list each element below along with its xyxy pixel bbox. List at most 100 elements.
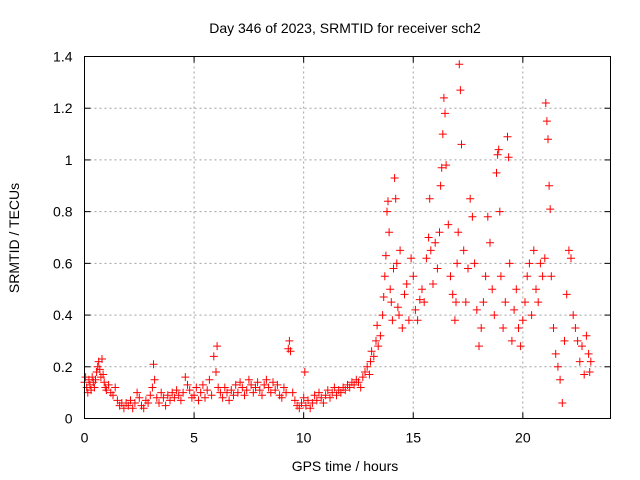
data-point: [279, 383, 288, 392]
data-point: [418, 285, 426, 294]
x-tick-label: 20: [515, 430, 531, 446]
data-point: [424, 233, 433, 242]
y-axis-label: SRMTID / TECUs: [6, 183, 22, 293]
data-point: [429, 280, 437, 288]
data-point: [295, 404, 304, 413]
y-tick-label: 0: [65, 411, 73, 427]
data-point: [556, 375, 565, 384]
data-point: [472, 305, 481, 314]
data-point: [315, 388, 323, 397]
data-point: [521, 298, 529, 307]
data-point: [585, 368, 594, 376]
data-point: [227, 386, 236, 395]
data-point: [541, 99, 550, 107]
data-point: [367, 347, 376, 356]
data-point: [433, 264, 442, 273]
x-axis-label: GPS time / hours: [292, 458, 399, 474]
data-point: [538, 272, 547, 281]
data-point: [546, 205, 555, 214]
data-point: [435, 228, 444, 237]
data-point: [468, 212, 477, 221]
data-point: [442, 161, 451, 170]
data-point: [457, 140, 466, 149]
data-point: [518, 316, 527, 325]
data-point: [571, 324, 580, 332]
data-point: [525, 259, 534, 268]
data-point: [306, 404, 315, 413]
data-point: [404, 316, 413, 325]
data-point: [402, 280, 411, 288]
data-point: [446, 272, 455, 281]
data-point: [240, 391, 249, 400]
data-point: [179, 388, 188, 397]
data-point: [244, 375, 253, 384]
data-point: [464, 264, 472, 273]
data-point: [109, 391, 117, 400]
data-point: [372, 336, 380, 345]
data-point: [231, 380, 240, 389]
data-point: [330, 383, 339, 392]
data-point: [285, 336, 294, 345]
data-point: [582, 331, 591, 340]
data-point: [384, 197, 392, 206]
data-point: [183, 380, 192, 389]
data-point: [102, 386, 111, 395]
data-point: [479, 298, 488, 307]
data-point: [532, 285, 540, 294]
data-point: [504, 153, 513, 162]
data-point: [166, 396, 174, 405]
data-point: [174, 391, 183, 400]
data-point: [146, 391, 155, 400]
data-point: [271, 386, 280, 395]
data-point: [580, 370, 589, 379]
data-point: [562, 290, 571, 299]
data-point: [212, 368, 220, 376]
x-tick-label: 10: [296, 430, 312, 446]
data-point: [356, 383, 365, 392]
data-point: [586, 357, 595, 366]
data-point: [290, 396, 299, 405]
data-point: [425, 194, 434, 203]
data-point: [297, 399, 306, 407]
data-point: [194, 396, 203, 405]
data-point: [459, 246, 468, 255]
data-point: [536, 259, 545, 268]
data-point: [383, 207, 391, 216]
data-point: [501, 298, 510, 307]
data-point: [247, 380, 256, 389]
data-point: [111, 383, 120, 392]
data-point: [253, 378, 262, 387]
data-point: [157, 388, 166, 397]
data-point: [95, 365, 104, 374]
data-point: [493, 150, 502, 159]
data-point: [236, 378, 245, 387]
data-point: [378, 311, 387, 320]
data-point: [225, 396, 234, 405]
data-point: [323, 386, 332, 395]
data-point: [426, 246, 435, 255]
data-point: [308, 399, 317, 407]
data-point: [544, 135, 552, 144]
data-point: [575, 357, 584, 366]
data-point: [124, 401, 133, 410]
data-point: [573, 336, 582, 345]
data-point: [328, 388, 337, 397]
data-point: [310, 391, 319, 400]
data-point: [304, 396, 312, 405]
data-point: [249, 388, 258, 397]
data-point: [130, 399, 139, 407]
data-point: [113, 396, 122, 405]
data-point: [321, 391, 330, 400]
data-point: [514, 324, 523, 332]
data-point: [564, 246, 573, 255]
chart-title: Day 346 of 2023, SRMTID for receiver sch…: [209, 20, 481, 36]
data-point: [490, 311, 499, 320]
data-point: [341, 386, 350, 395]
data-point: [213, 342, 222, 351]
data-point: [396, 246, 405, 255]
data-point: [163, 391, 172, 400]
data-point: [470, 259, 479, 268]
data-point: [192, 383, 201, 392]
data-point: [569, 311, 578, 320]
data-point: [436, 181, 445, 190]
